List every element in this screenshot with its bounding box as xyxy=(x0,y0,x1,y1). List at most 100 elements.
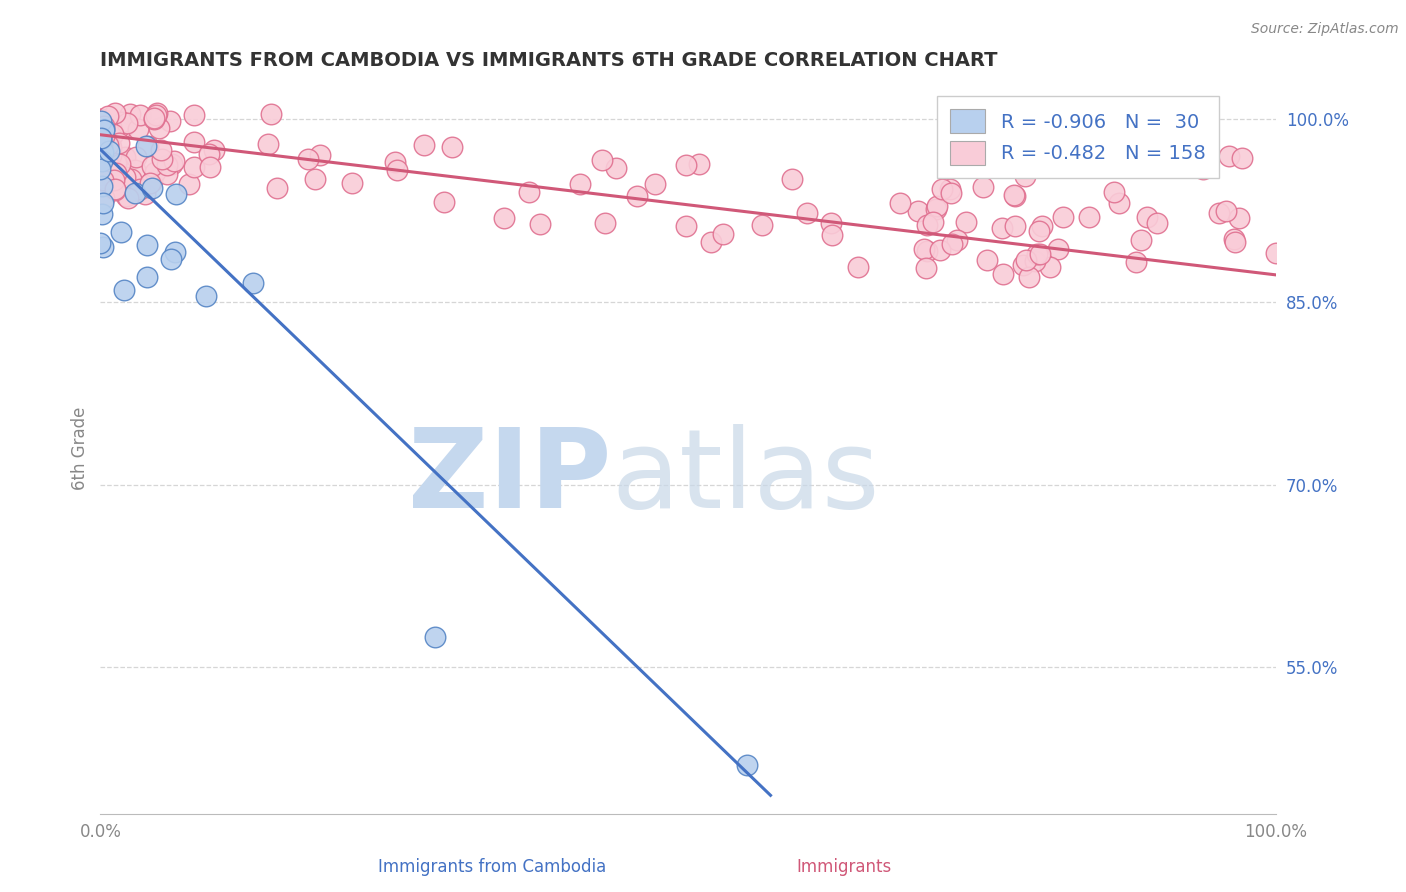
Point xyxy=(342,177,364,191)
Point xyxy=(127,122,149,136)
Point xyxy=(915,261,938,276)
Point xyxy=(1227,211,1250,226)
Point xyxy=(1146,216,1168,230)
Point xyxy=(110,225,132,239)
Point xyxy=(177,177,200,191)
Point xyxy=(97,138,120,153)
Point xyxy=(1265,246,1288,260)
Point xyxy=(141,174,163,188)
Text: Immigrants from Cambodia: Immigrants from Cambodia xyxy=(378,858,606,876)
Point xyxy=(128,108,150,122)
Text: IMMIGRANTS FROM CAMBODIA VS IMMIGRANTS 6TH GRADE CORRELATION CHART: IMMIGRANTS FROM CAMBODIA VS IMMIGRANTS 6… xyxy=(100,51,998,70)
Point xyxy=(89,134,111,148)
Point xyxy=(591,153,613,168)
Point xyxy=(821,227,844,242)
Point xyxy=(129,182,152,196)
Point xyxy=(89,136,111,151)
Point xyxy=(242,277,264,291)
Point xyxy=(93,190,115,204)
Text: Source: ZipAtlas.com: Source: ZipAtlas.com xyxy=(1251,22,1399,37)
Point xyxy=(112,120,135,135)
Point xyxy=(387,163,409,178)
Point xyxy=(675,219,697,234)
Point xyxy=(124,162,146,177)
Point xyxy=(143,112,166,126)
Point xyxy=(1014,252,1036,267)
Point xyxy=(98,136,121,151)
Point xyxy=(139,176,162,190)
Point xyxy=(90,159,112,173)
Point xyxy=(433,195,456,210)
Point xyxy=(93,136,115,150)
Point xyxy=(91,172,114,186)
Point xyxy=(114,169,136,184)
Point xyxy=(1108,196,1130,211)
Point xyxy=(384,155,406,169)
Point xyxy=(644,178,666,192)
Point xyxy=(183,161,205,175)
Point xyxy=(1004,189,1026,203)
Point xyxy=(1130,233,1153,247)
Point xyxy=(924,202,946,216)
Point xyxy=(107,153,129,167)
Point xyxy=(90,152,112,166)
Point xyxy=(260,106,283,120)
Point xyxy=(90,134,112,148)
Point xyxy=(198,161,221,175)
Point xyxy=(96,156,118,170)
Point xyxy=(124,186,146,200)
Point xyxy=(90,153,112,168)
Point xyxy=(938,182,960,196)
Point xyxy=(100,140,122,154)
Point xyxy=(143,112,166,126)
Point xyxy=(955,215,977,229)
Point xyxy=(1078,210,1101,224)
Point xyxy=(115,116,138,130)
Point xyxy=(135,238,157,252)
Point xyxy=(425,630,447,644)
Point xyxy=(1104,186,1126,200)
Point xyxy=(688,157,710,171)
Point xyxy=(1047,242,1070,256)
Point xyxy=(166,187,188,202)
Point xyxy=(1218,148,1240,162)
Point xyxy=(143,164,166,178)
Point xyxy=(991,267,1014,281)
Point xyxy=(104,182,127,196)
Point xyxy=(136,270,159,285)
Point xyxy=(90,138,112,153)
Point xyxy=(1025,247,1047,261)
Point xyxy=(117,191,139,205)
Point xyxy=(136,139,159,153)
Point xyxy=(991,220,1014,235)
Point xyxy=(972,180,994,194)
Point xyxy=(93,121,115,136)
Point xyxy=(93,119,115,133)
Point xyxy=(1018,270,1040,285)
Point xyxy=(626,189,648,203)
Point xyxy=(118,106,141,120)
Point xyxy=(97,147,120,161)
Point xyxy=(111,115,134,129)
Point xyxy=(1175,143,1198,157)
Point xyxy=(141,159,163,173)
Point xyxy=(114,189,136,203)
Point xyxy=(256,136,278,151)
Point xyxy=(101,127,124,141)
Point xyxy=(159,114,181,128)
Point xyxy=(163,244,186,259)
Point xyxy=(148,121,170,136)
Point xyxy=(605,161,627,175)
Point xyxy=(1012,258,1035,272)
Point xyxy=(105,156,128,170)
Point xyxy=(104,184,127,198)
Point xyxy=(93,178,115,192)
Point xyxy=(120,172,142,186)
Point xyxy=(1024,254,1046,268)
Point xyxy=(941,236,963,251)
Point xyxy=(711,227,734,241)
Point xyxy=(1028,247,1050,261)
Point xyxy=(149,143,172,157)
Point xyxy=(928,243,950,257)
Point xyxy=(183,107,205,121)
